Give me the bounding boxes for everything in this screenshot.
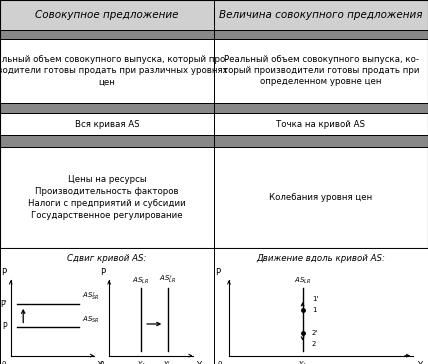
Text: Вся кривая AS: Вся кривая AS [75,120,139,129]
Bar [214,113,428,135]
Text: Y: Y [196,361,201,364]
Text: Совокупное предложение: Совокупное предложение [35,10,179,20]
Text: 0: 0 [100,361,104,364]
Text: $Y_f'$: $Y_f'$ [163,360,172,364]
Text: P: P [1,268,6,277]
Text: $Y_f$: $Y_f$ [137,360,145,364]
Bar [214,249,428,364]
Bar [214,39,428,103]
Text: Колебания уровня цен: Колебания уровня цен [269,193,373,202]
Text: 0: 0 [217,361,222,364]
Text: Цены на ресурсы
Производительность факторов
Налоги с предприятий и субсидии
Госу: Цены на ресурсы Производительность факто… [28,175,186,220]
Text: Движение вдоль кривой AS:: Движение вдоль кривой AS: [256,254,386,263]
Text: 0: 0 [1,361,6,364]
Text: Реальный объем совокупного выпуска, который про-
изводители готовы продать при р: Реальный объем совокупного выпуска, кото… [0,55,228,86]
Bar [0,103,428,113]
Text: Сдвиг кривой AS:: Сдвиг кривой AS: [67,254,147,263]
Text: $AS_{LR}$: $AS_{LR}$ [294,275,311,285]
Text: Точка на кривой AS: Точка на кривой AS [276,120,366,129]
Text: Y: Y [98,361,102,364]
Text: Реальный объем совокупного выпуска, ко-
торый производители готовы продать при
о: Реальный объем совокупного выпуска, ко- … [223,55,419,86]
Text: $AS_{LR}'$: $AS_{LR}'$ [159,274,176,285]
Text: 2: 2 [312,341,316,347]
Bar [214,0,428,30]
Text: Величина совокупного предложения: Величина совокупного предложения [219,10,423,20]
Text: $Y_f$: $Y_f$ [298,360,307,364]
Bar [0,249,428,262]
Bar [0,113,214,135]
Bar [214,147,428,249]
Text: Y: Y [417,361,422,364]
Text: P': P' [0,300,7,309]
Text: 1': 1' [312,296,318,302]
Bar [0,147,214,249]
Bar [0,30,428,39]
Bar [0,249,214,364]
Text: P: P [3,323,7,332]
Bar [0,39,214,103]
Text: P: P [215,268,220,277]
Text: $AS_{SR}'$: $AS_{SR}'$ [82,291,99,303]
Text: $AS_{SR}$: $AS_{SR}$ [82,315,99,325]
Bar [0,135,428,147]
Text: 2': 2' [312,330,318,336]
Bar [0,0,214,30]
Text: $AS_{LR}$: $AS_{LR}$ [132,275,149,285]
Text: 1: 1 [312,308,316,313]
Text: P: P [100,268,105,277]
